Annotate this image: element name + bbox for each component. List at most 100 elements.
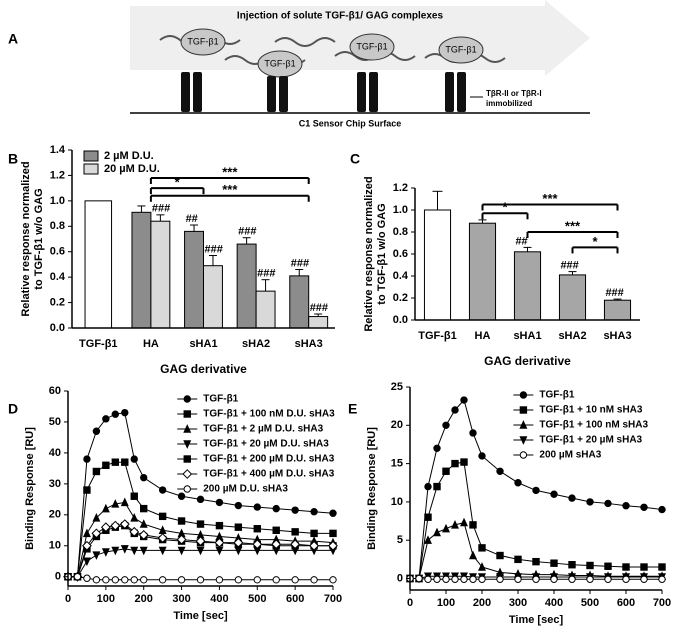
marker xyxy=(550,559,558,567)
bar xyxy=(308,316,329,329)
marker xyxy=(532,575,540,583)
marker xyxy=(73,573,82,581)
marker xyxy=(550,575,558,583)
y-tick-label: 0 xyxy=(55,571,61,583)
error-bar xyxy=(432,190,443,210)
x-tick-label: sHA3 xyxy=(603,330,631,342)
marker xyxy=(82,557,91,567)
marker xyxy=(496,467,504,475)
x-axis-title: Time [sec] xyxy=(173,610,228,622)
marker xyxy=(442,467,450,475)
bar xyxy=(255,290,276,329)
bar xyxy=(236,243,257,329)
x-tick-label: sHA2 xyxy=(558,330,586,342)
marker xyxy=(272,576,280,584)
marker xyxy=(424,575,432,583)
y-tick-label: 0.2 xyxy=(50,296,65,308)
marker xyxy=(478,452,486,460)
legend-label: TGF-β1 + 200 µM D.U. sHA3 xyxy=(203,454,335,465)
value-label: ## xyxy=(515,235,527,247)
x-tick-label: 600 xyxy=(617,597,635,609)
marker xyxy=(442,575,450,583)
marker xyxy=(532,557,540,566)
marker xyxy=(424,513,432,521)
marker xyxy=(111,546,120,556)
y-tick-label: 5 xyxy=(397,534,403,546)
marker xyxy=(140,473,148,482)
error-bar xyxy=(208,255,217,266)
error-bar xyxy=(261,279,270,292)
marker xyxy=(519,451,528,459)
marker xyxy=(290,539,301,550)
y-tick-label: 10 xyxy=(49,540,61,552)
error-bar xyxy=(568,271,577,275)
marker xyxy=(121,408,129,417)
marker xyxy=(253,525,261,533)
x-tick-label: HA xyxy=(143,338,159,350)
marker xyxy=(101,503,110,513)
y-axis-title: Relative response normalized xyxy=(20,161,32,316)
y-tick-label: 1.0 xyxy=(50,195,65,207)
marker xyxy=(177,546,186,556)
value-label: ### xyxy=(205,243,223,255)
marker xyxy=(478,544,486,552)
panel-label: C xyxy=(350,151,360,167)
marker xyxy=(272,526,280,534)
value-label: ## xyxy=(186,213,198,225)
marker xyxy=(424,482,432,491)
molecule-label: TGF-β1 xyxy=(445,44,476,54)
bar xyxy=(203,265,223,329)
x-axis-title: GAG derivative xyxy=(484,354,571,368)
marker xyxy=(451,575,459,583)
marker xyxy=(183,424,192,433)
molecule xyxy=(438,36,484,64)
receptor-label: immobilized xyxy=(486,99,532,108)
marker xyxy=(478,575,486,583)
marker xyxy=(92,467,101,476)
marker xyxy=(451,519,459,529)
bar xyxy=(603,299,632,321)
marker xyxy=(215,576,224,584)
marker xyxy=(532,486,540,495)
x-tick-label: 100 xyxy=(437,597,455,609)
marker xyxy=(158,546,167,556)
legend-swatch xyxy=(83,150,99,162)
significance-bracket xyxy=(526,231,619,238)
y-tick-label: 0.0 xyxy=(393,314,408,326)
marker xyxy=(514,479,522,487)
bar xyxy=(558,274,587,321)
marker xyxy=(478,562,486,571)
marker xyxy=(102,576,110,584)
marker xyxy=(271,539,282,550)
significance-bracket xyxy=(481,212,529,220)
error-bar xyxy=(478,219,487,224)
marker xyxy=(215,498,224,507)
value-label: ### xyxy=(152,203,170,215)
marker xyxy=(215,521,224,530)
legend-label: 200 µM sHA3 xyxy=(539,450,601,461)
x-tick-label: TGF-β1 xyxy=(418,330,457,342)
x-tick-label: 500 xyxy=(581,597,599,609)
marker xyxy=(658,505,666,514)
error-bar xyxy=(523,246,532,252)
marker xyxy=(130,455,138,463)
marker xyxy=(640,503,648,511)
significance-label: * xyxy=(502,200,508,215)
error-bar xyxy=(613,298,622,301)
bar xyxy=(513,251,542,321)
value-label: ### xyxy=(291,257,309,269)
marker xyxy=(272,504,280,513)
marker xyxy=(329,529,337,538)
marker xyxy=(138,530,149,540)
marker xyxy=(442,421,450,430)
panel-label: D xyxy=(8,401,18,417)
marker xyxy=(451,459,459,468)
molecule xyxy=(180,28,226,56)
marker xyxy=(234,501,243,510)
marker xyxy=(568,494,576,502)
bar xyxy=(184,230,204,329)
marker xyxy=(604,499,612,508)
y-tick-label: 50 xyxy=(49,416,61,428)
marker xyxy=(120,545,129,554)
